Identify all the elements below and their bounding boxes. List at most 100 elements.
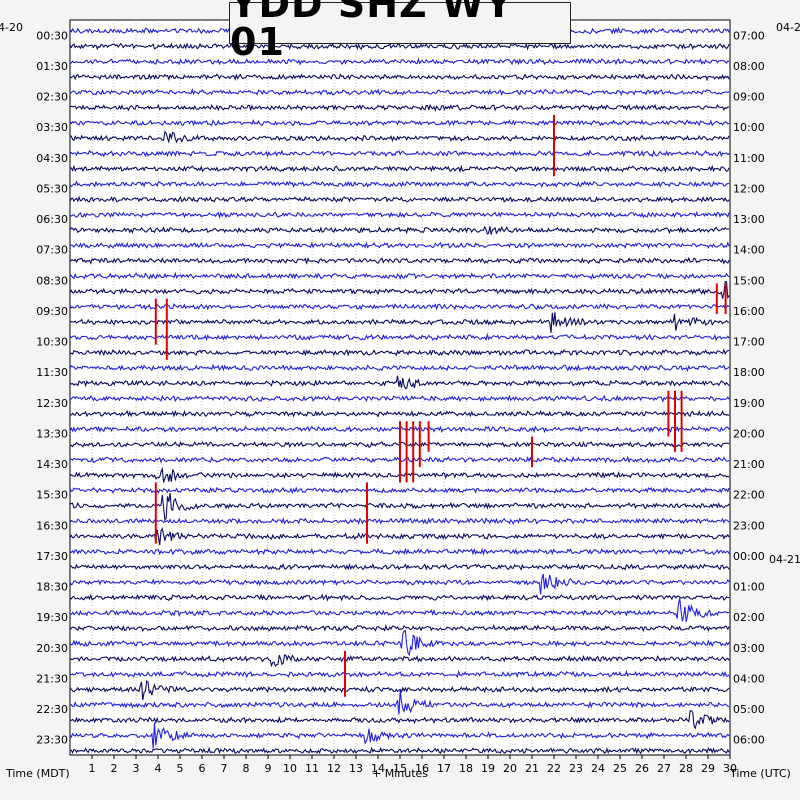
- seismic-trace: [69, 225, 730, 235]
- left-time-label: 14:30: [36, 458, 68, 471]
- x-tick-label: 11: [305, 762, 319, 775]
- x-tick-label: 8: [243, 762, 250, 775]
- left-time-label: 16:30: [36, 519, 68, 532]
- right-time-label: 12:00: [733, 182, 765, 195]
- seismic-trace: [69, 130, 730, 144]
- left-time-label: 03:30: [36, 121, 68, 134]
- left-time-axis: 00:30 01:30 02:30 03:30 04:30 05:30 06:30 07:30…: [36, 29, 68, 746]
- left-time-label: 10:30: [36, 336, 68, 349]
- seismic-trace: [70, 409, 730, 418]
- x-tick-label: 23: [569, 762, 583, 775]
- seismic-trace: [69, 394, 730, 403]
- x-tick-label: 17: [437, 762, 451, 775]
- right-time-label: 01:00: [733, 581, 765, 594]
- left-time-label: 07:30: [36, 244, 68, 257]
- x-tick-label: 30: [723, 762, 737, 775]
- x-tick-label: 13: [349, 762, 363, 775]
- right-time-label: 03:00: [733, 642, 765, 655]
- left-time-label: 01:30: [36, 60, 68, 73]
- trace-group: [69, 26, 730, 755]
- left-time-label: 15:30: [36, 489, 68, 502]
- seismic-trace: [69, 332, 730, 342]
- left-time-label: 21:30: [36, 672, 68, 685]
- seismic-trace: [69, 593, 730, 602]
- left-time-label: 17:30: [36, 550, 68, 563]
- right-time-label: 21:00: [733, 458, 765, 471]
- x-tick-label: 22: [547, 762, 561, 775]
- right-time-label: 23:00: [733, 519, 765, 532]
- seismic-trace: [69, 597, 730, 622]
- seismic-trace: [69, 118, 730, 127]
- x-tick-label: 1: [89, 762, 96, 775]
- right-time-label: 13:00: [733, 213, 765, 226]
- seismic-trace: [69, 241, 730, 250]
- x-tick-label: 18: [459, 762, 473, 775]
- x-tick-label: 3: [133, 762, 140, 775]
- x-tick-label: 21: [525, 762, 539, 775]
- right-time-label: 06:00: [733, 734, 765, 747]
- left-time-label: 12:30: [36, 397, 68, 410]
- seismic-trace: [69, 492, 730, 522]
- left-time-label: 18:30: [36, 581, 68, 594]
- chart-title: YDD SHZ WY 01: [230, 0, 514, 64]
- seismic-trace: [69, 710, 730, 730]
- left-time-label: 00:30: [36, 29, 68, 42]
- x-tick-label: 7: [221, 762, 228, 775]
- x-tick-label: 2: [111, 762, 118, 775]
- x-tick-label: 27: [657, 762, 671, 775]
- right-time-label: 16:00: [733, 305, 765, 318]
- left-time-label: 08:30: [36, 274, 68, 287]
- x-tick-label: 16: [415, 762, 429, 775]
- seismic-trace: [69, 624, 730, 633]
- seismic-trace: [69, 486, 730, 495]
- right-time-label: 08:00: [733, 60, 765, 73]
- right-time-label: 02:00: [733, 611, 765, 624]
- left-time-label: 23:30: [36, 734, 68, 747]
- x-tick-label: 28: [679, 762, 693, 775]
- x-tick-label: 29: [701, 762, 715, 775]
- left-time-label: 13:30: [36, 427, 68, 440]
- seismic-trace: [69, 669, 730, 679]
- left-time-label: 06:30: [36, 213, 68, 226]
- x-tick-label: 4: [155, 762, 162, 775]
- seismic-trace: [69, 164, 730, 173]
- x-tick-label: 20: [503, 762, 517, 775]
- seismic-trace: [70, 57, 730, 66]
- seismic-trace: [69, 722, 730, 749]
- right-time-label: 22:00: [733, 489, 765, 502]
- seismic-trace: [69, 256, 730, 265]
- x-tick-label: 15: [393, 762, 407, 775]
- right-time-label: 10:00: [733, 121, 765, 134]
- seismic-trace: [69, 562, 730, 571]
- left-time-label: 22:30: [36, 703, 68, 716]
- seismic-trace: [69, 271, 730, 280]
- seismic-trace: [69, 303, 730, 311]
- left-axis-title: Time (MDT): [6, 767, 70, 780]
- clip-marks: [154, 114, 727, 697]
- right-time-label: 04:00: [733, 672, 765, 685]
- left-time-label: 11:30: [36, 366, 68, 379]
- x-tick-label: 26: [635, 762, 649, 775]
- seismic-trace: [69, 690, 730, 715]
- seismic-trace: [69, 654, 730, 668]
- right-date-label-top: 04-21: [776, 21, 800, 34]
- seismic-trace: [69, 281, 730, 300]
- x-tick-label: 14: [371, 762, 385, 775]
- seismic-trace: [69, 149, 730, 158]
- x-axis: 1 2 3 4 5 6 7 8 9 10 11 12 13 14 15 16 17 18 19 20 21 22 23 24 2…: [89, 755, 737, 775]
- left-time-label: 04:30: [36, 152, 68, 165]
- right-time-label: 00:00: [733, 550, 765, 563]
- right-time-label: 09:00: [733, 91, 765, 104]
- seismic-trace: [69, 547, 730, 556]
- seismic-trace: [69, 527, 730, 546]
- left-time-label: 19:30: [36, 611, 68, 624]
- right-time-label: 07:00: [733, 29, 765, 42]
- chart-title-box: YDD SHZ WY 01: [229, 0, 571, 61]
- seismic-trace: [69, 516, 730, 525]
- seismic-trace: [69, 42, 730, 51]
- left-date-label: 04-20: [0, 21, 23, 34]
- left-time-label: 05:30: [36, 182, 68, 195]
- x-tick-label: 9: [265, 762, 272, 775]
- right-time-label: 11:00: [733, 152, 765, 165]
